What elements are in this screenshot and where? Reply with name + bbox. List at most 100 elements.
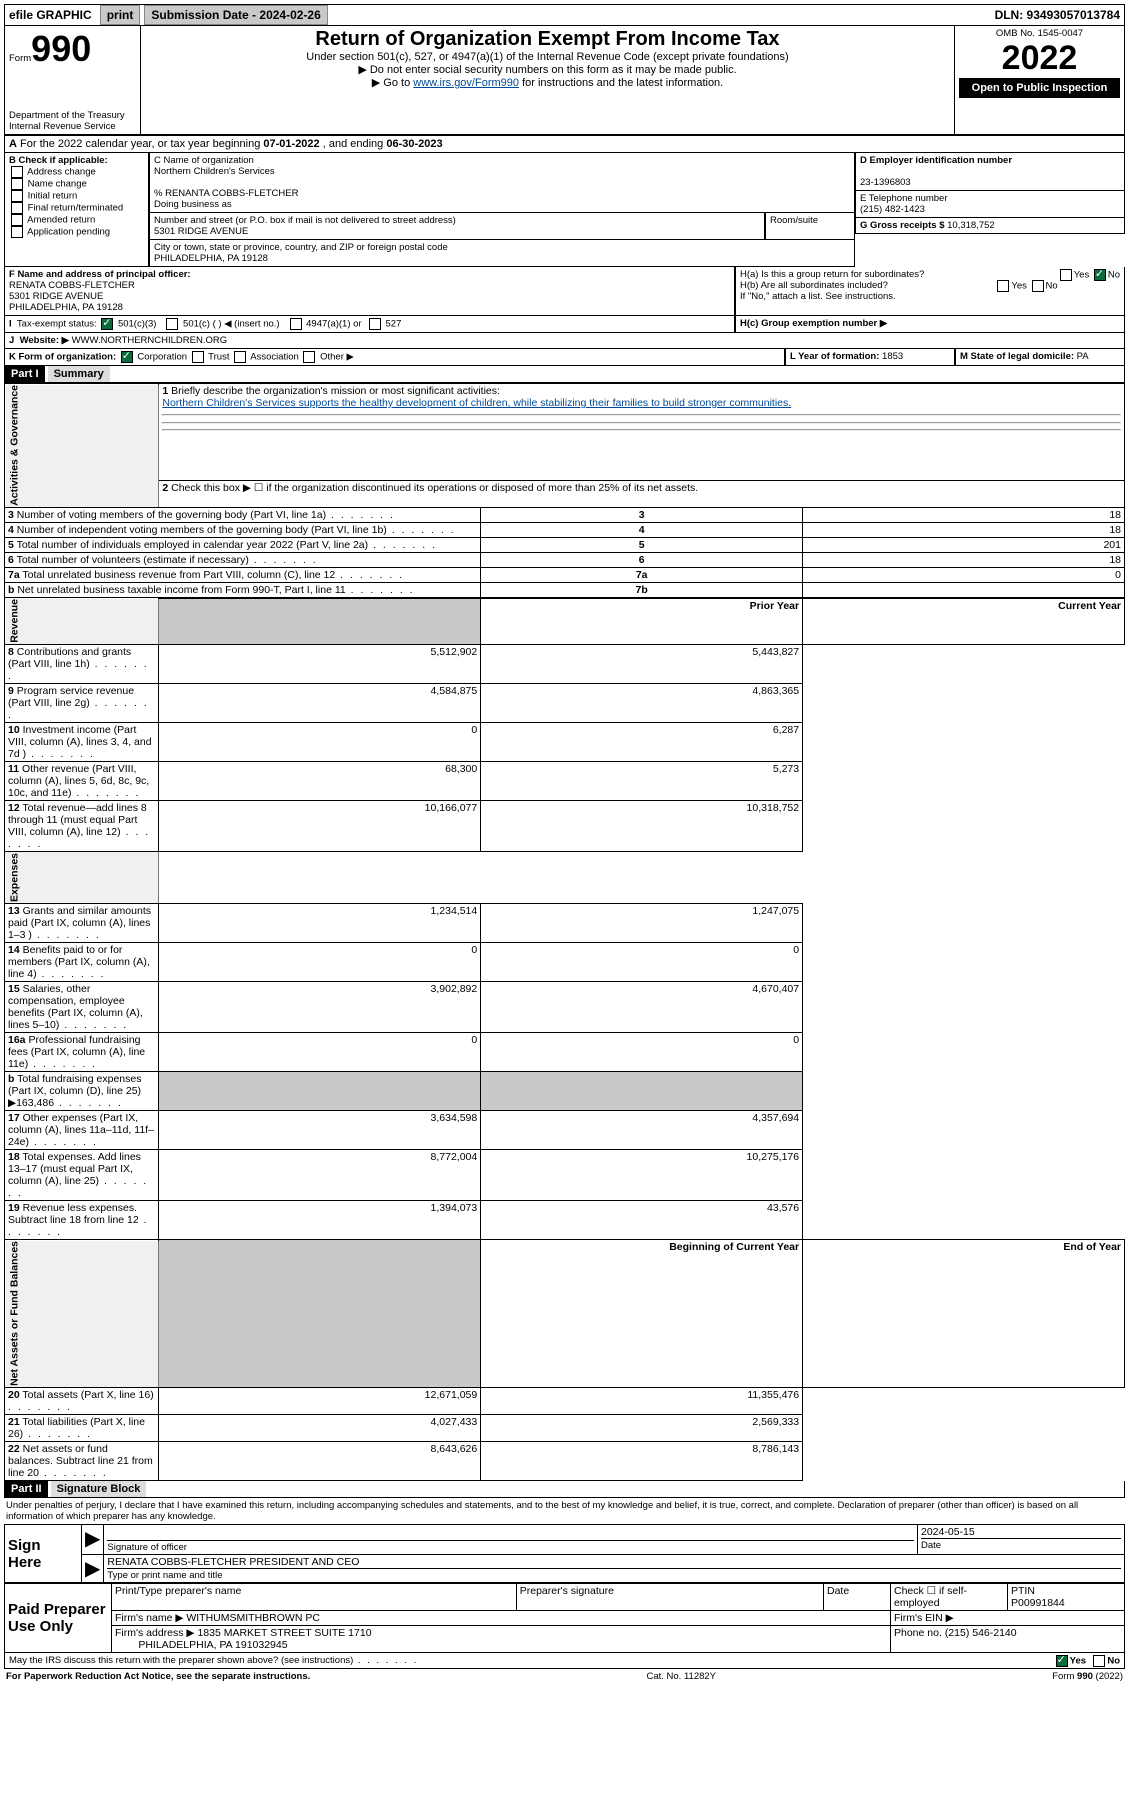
street-cell: Number and street (or P.O. box if mail i…: [149, 213, 765, 240]
arrow-icon: ▶: [82, 1555, 104, 1583]
firm-addr-cell: Firm's address ▶ 1835 MARKET STREET SUIT…: [112, 1626, 891, 1653]
501c3-checkbox[interactable]: [101, 318, 113, 330]
section-c: C Name of organization Northern Children…: [149, 153, 855, 213]
table-row: 21 Total liabilities (Part X, line 26)4,…: [5, 1415, 1125, 1442]
i-row: I Tax-exempt status: 501(c)(3) 501(c) ( …: [4, 316, 1125, 333]
section-f: F Name and address of principal officer:…: [4, 267, 735, 316]
part-ii-header: Part II Signature Block: [4, 1481, 1125, 1498]
declaration: Under penalties of perjury, I declare th…: [4, 1498, 1125, 1524]
b-checkbox-row: Name change: [9, 178, 144, 190]
city-cell: City or town, state or province, country…: [149, 240, 855, 267]
fh-block: F Name and address of principal officer:…: [4, 267, 1125, 316]
hb-no-checkbox[interactable]: [1032, 280, 1044, 292]
print-button[interactable]: print: [100, 5, 141, 25]
table-row: 20 Total assets (Part X, line 16)12,671,…: [5, 1388, 1125, 1415]
table-row: 22 Net assets or fund balances. Subtract…: [5, 1442, 1125, 1481]
table-row: 4 Number of independent voting members o…: [5, 522, 1125, 537]
sign-here: Sign Here: [5, 1525, 82, 1583]
4947-checkbox[interactable]: [290, 318, 302, 330]
preparer-name-hdr: Print/Type preparer's name: [112, 1584, 517, 1611]
section-k: K Form of organization: Corporation Trus…: [4, 349, 785, 366]
prior-year-hdr: Prior Year: [750, 600, 799, 612]
bcd-block: B Check if applicable: Address change Na…: [4, 153, 1125, 267]
hb-yes-checkbox[interactable]: [997, 280, 1009, 292]
table-row: b Net unrelated business taxable income …: [5, 582, 1125, 598]
table-row: 15 Salaries, other compensation, employe…: [5, 982, 1125, 1033]
section-hc: H(c) Group exemption number ▶: [735, 316, 1125, 333]
year-cell: OMB No. 1545-0047 2022 Open to Public In…: [954, 26, 1124, 134]
cat-no: Cat. No. 11282Y: [646, 1671, 716, 1682]
preparer-sig-hdr: Preparer's signature: [516, 1584, 823, 1611]
sign-table: Sign Here ▶ Signature of officer 2024-05…: [4, 1524, 1125, 1583]
527-checkbox[interactable]: [369, 318, 381, 330]
ha-yes-checkbox[interactable]: [1060, 269, 1072, 281]
table-row: 13 Grants and similar amounts paid (Part…: [5, 904, 1125, 943]
table-row: 8 Contributions and grants (Part VIII, l…: [5, 645, 1125, 684]
sig-officer-cell: Signature of officer: [104, 1525, 918, 1555]
firm-name-cell: Firm's name ▶ WITHUMSMITHBROWN PC: [112, 1611, 891, 1626]
dln: DLN: 93493057013784: [991, 6, 1124, 24]
mission-text[interactable]: Northern Children's Services supports th…: [162, 397, 791, 409]
current-year-hdr: Current Year: [1058, 600, 1121, 612]
corp-checkbox[interactable]: [121, 351, 133, 363]
part-i-header: Part I Summary: [4, 366, 1125, 383]
gross-receipts: 10,318,752: [947, 220, 995, 231]
phone: (215) 482-1423: [860, 204, 925, 215]
care-of: % RENANTA COBBS-FLETCHER: [154, 188, 298, 199]
discuss-row: May the IRS discuss this return with the…: [4, 1653, 1125, 1669]
org-name: Northern Children's Services: [154, 166, 275, 177]
table-row: 11 Other revenue (Part VIII, column (A),…: [5, 762, 1125, 801]
501c-checkbox[interactable]: [166, 318, 178, 330]
dept-label: Department of the Treasury: [9, 110, 136, 121]
trust-checkbox[interactable]: [192, 351, 204, 363]
footer: For Paperwork Reduction Act Notice, see …: [4, 1669, 1125, 1684]
subtitle-1: Under section 501(c), 527, or 4947(a)(1)…: [145, 51, 950, 63]
subtitle-2: ▶ Do not enter social security numbers o…: [145, 63, 950, 76]
tax-year: 2022: [959, 39, 1120, 78]
firm-ein-cell: Firm's EIN ▶: [891, 1611, 1125, 1626]
top-bar: efile GRAPHIC print Submission Date - 20…: [4, 4, 1125, 26]
summary-table: Activities & Governance 1 Briefly descri…: [4, 383, 1125, 1481]
form-id-cell: Form990 Department of the Treasury Inter…: [5, 26, 140, 134]
room-cell: Room/suite: [765, 213, 855, 240]
section-i: I Tax-exempt status: 501(c)(3) 501(c) ( …: [4, 316, 735, 333]
line-2: 2 Check this box ▶ ☐ if the organization…: [159, 480, 1125, 507]
table-row: 10 Investment income (Part VIII, column …: [5, 723, 1125, 762]
b-checkbox-row: Address change: [9, 166, 144, 178]
table-row: 12 Total revenue—add lines 8 through 11 …: [5, 801, 1125, 852]
title-cell: Return of Organization Exempt From Incom…: [140, 26, 954, 134]
open-inspection: Open to Public Inspection: [959, 78, 1120, 98]
klm-row: K Form of organization: Corporation Trus…: [4, 349, 1125, 366]
table-row: 14 Benefits paid to or for members (Part…: [5, 943, 1125, 982]
table-row: 16a Professional fundraising fees (Part …: [5, 1033, 1125, 1072]
side-governance: Activities & Governance: [5, 384, 159, 508]
section-d: D Employer identification number23-13968…: [855, 153, 1125, 191]
subtitle-3: ▶ Go to www.irs.gov/Form990 for instruct…: [145, 76, 950, 89]
c-label: C Name of organization: [154, 155, 254, 166]
section-e: E Telephone number(215) 482-1423: [855, 191, 1125, 218]
discuss-no-checkbox[interactable]: [1093, 1655, 1105, 1667]
section-j: J Website: ▶ WWW.NORTHERNCHILDREN.ORG: [4, 333, 1125, 349]
ha-no-checkbox[interactable]: [1094, 269, 1106, 281]
table-row: 19 Revenue less expenses. Subtract line …: [5, 1201, 1125, 1240]
self-employed-cell: Check ☐ if self-employed: [891, 1584, 1008, 1611]
dba-label: Doing business as: [154, 199, 232, 210]
table-row: 5 Total number of individuals employed i…: [5, 537, 1125, 552]
assoc-checkbox[interactable]: [234, 351, 246, 363]
side-netassets: Net Assets or Fund Balances: [5, 1240, 159, 1388]
b-checkbox-row: Final return/terminated: [9, 202, 144, 214]
discuss-yes-checkbox[interactable]: [1056, 1655, 1068, 1667]
section-l: L Year of formation: 1853: [785, 349, 955, 366]
pycy-blank: [159, 598, 481, 645]
other-checkbox[interactable]: [303, 351, 315, 363]
paid-preparer-label: Paid Preparer Use Only: [5, 1584, 112, 1653]
line-1: 1 Briefly describe the organization's mi…: [159, 384, 1125, 481]
b-checkbox-row: Amended return: [9, 214, 144, 226]
arrow-icon: ▶: [82, 1525, 104, 1555]
form-number: 990: [31, 28, 91, 69]
irsgov-link[interactable]: www.irs.gov/Form990: [413, 77, 519, 89]
b-checkbox-row: Application pending: [9, 226, 144, 238]
firm-phone-cell: Phone no. (215) 546-2140: [891, 1626, 1125, 1653]
table-row: 7a Total unrelated business revenue from…: [5, 567, 1125, 582]
form-footer: Form 990 (2022): [1052, 1671, 1123, 1682]
